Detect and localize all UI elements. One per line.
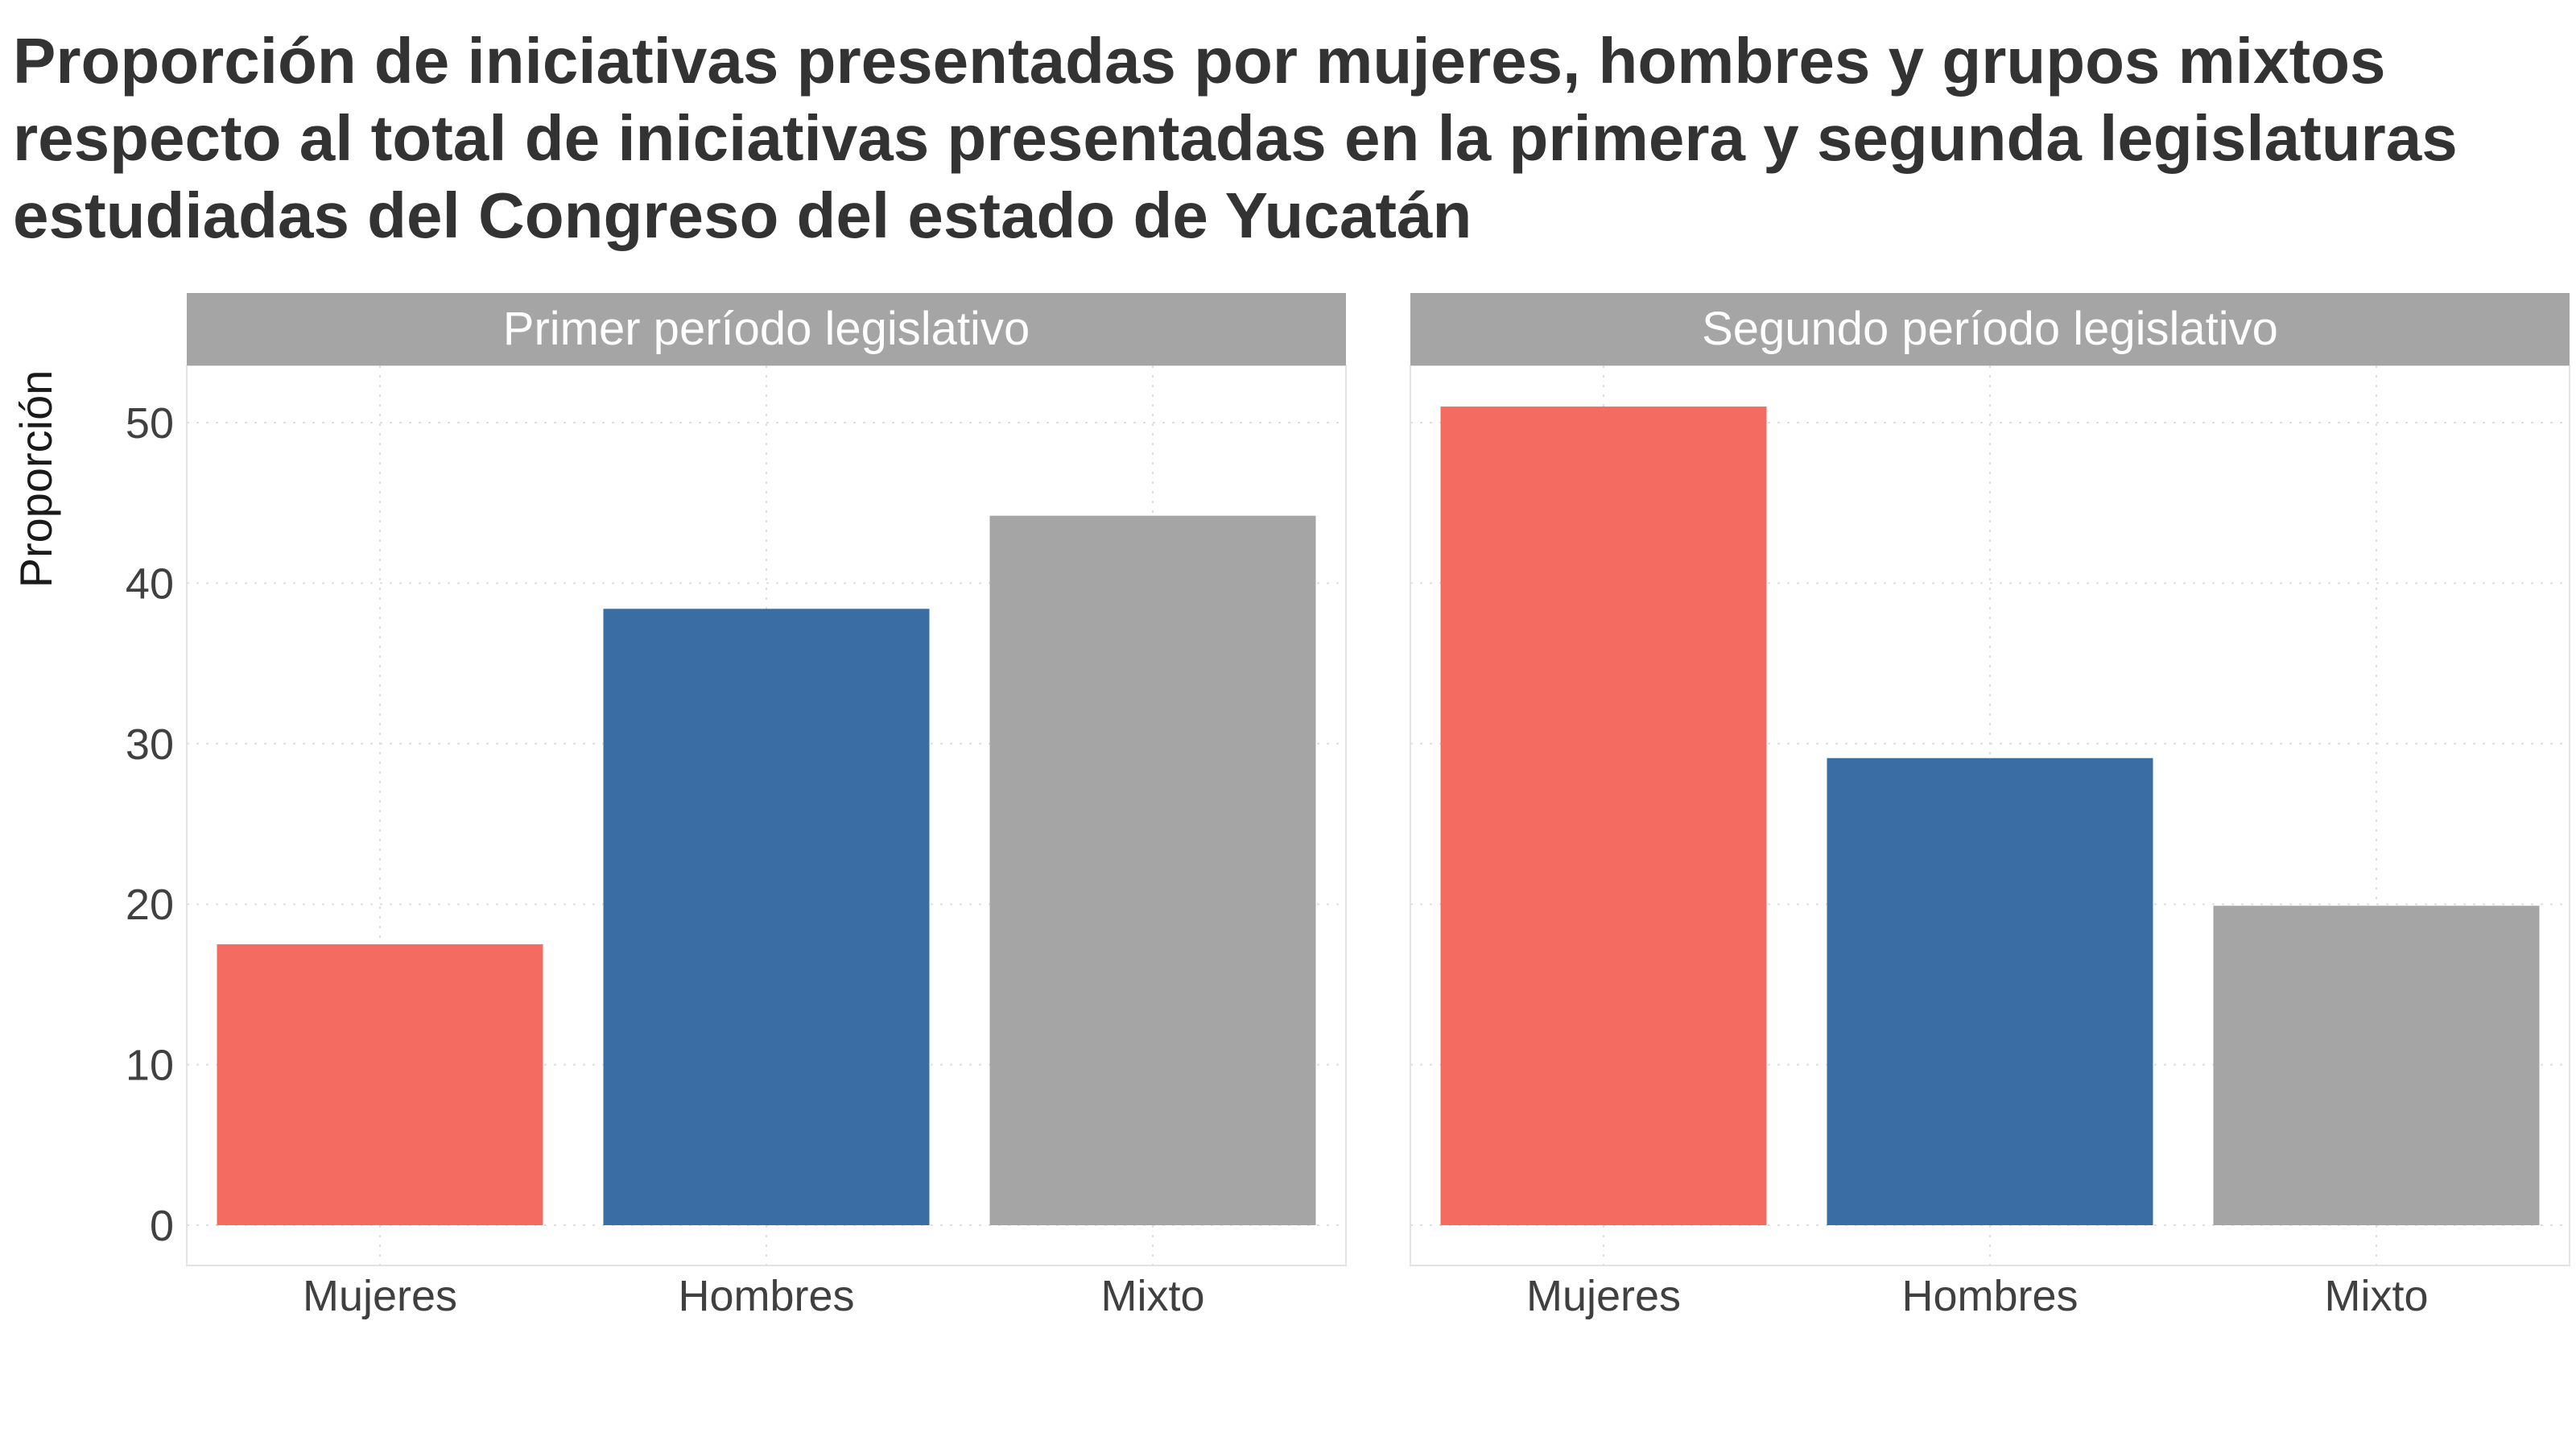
- bar-mixto: [989, 515, 1316, 1225]
- bar-mujeres: [217, 944, 543, 1225]
- bar-hombres: [1827, 758, 2153, 1225]
- bar-mixto: [2213, 906, 2540, 1225]
- y-axis-title: Proporción: [10, 370, 61, 588]
- y-tick-label: 50: [126, 399, 174, 448]
- x-tick-label: Hombres: [1901, 1272, 2078, 1320]
- bar-hombres: [603, 609, 930, 1225]
- y-tick-label: 30: [126, 720, 174, 769]
- facet-panel-1: Mujeres Hombres Mixto Primer período legisl…: [186, 293, 1347, 1320]
- y-tick-label: 0: [150, 1202, 174, 1250]
- y-tick-label: 40: [126, 559, 174, 608]
- facet-panel-2: Mujeres Hombres Mixto Segundo período legis…: [1410, 293, 2570, 1320]
- x-tick-label: Mixto: [2324, 1272, 2428, 1320]
- chart-title: Proporción de iniciativas presentadas po…: [13, 25, 2458, 251]
- x-tick-label: Mujeres: [303, 1272, 457, 1320]
- facet-strip-label: Primer período legislativo: [503, 303, 1030, 355]
- y-tick-label: 10: [126, 1042, 174, 1090]
- x-tick-label: Hombres: [678, 1272, 854, 1320]
- x-tick-label: Mixto: [1100, 1272, 1204, 1320]
- bar-mujeres: [1440, 407, 1767, 1225]
- y-tick-label: 20: [126, 881, 174, 929]
- facet-strip-label: Segundo período legislativo: [1702, 303, 2278, 355]
- x-tick-label: Mujeres: [1526, 1272, 1681, 1320]
- facet-strip: [1410, 293, 2570, 365]
- facet-strip: [187, 293, 1346, 365]
